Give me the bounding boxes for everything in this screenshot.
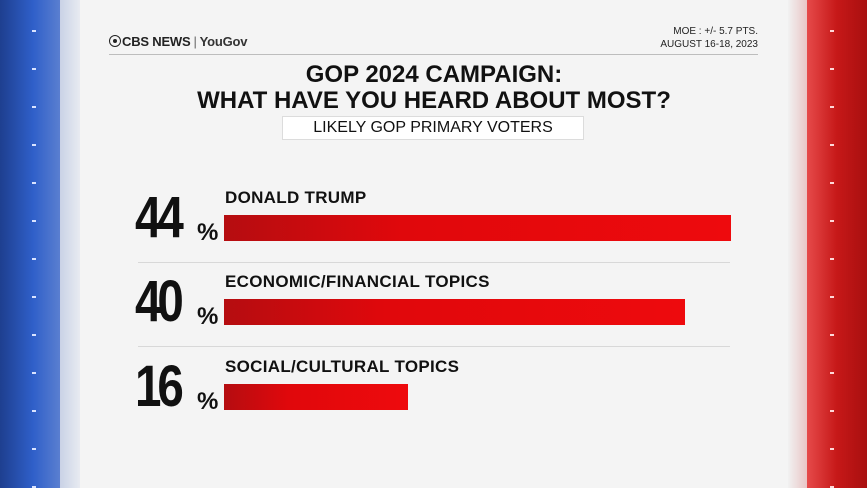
chart-panel: CBS NEWS | YouGov MOE : +/- 5.7 PTS. AUGUS… xyxy=(80,0,788,488)
chart-subtitle: LIKELY GOP PRIMARY VOTERS xyxy=(313,119,553,136)
value-label: 16% xyxy=(135,353,220,420)
brand-logo: CBS NEWS | YouGov xyxy=(109,34,248,49)
category-label: DONALD TRUMP xyxy=(225,188,367,207)
value-number: 44 xyxy=(135,185,184,250)
value-label: 44% xyxy=(135,184,220,251)
left-blue-band xyxy=(0,0,60,488)
percent-sign: % xyxy=(197,388,219,415)
row-divider xyxy=(138,262,730,263)
subtitle-box: LIKELY GOP PRIMARY VOTERS xyxy=(283,117,583,139)
cbs-eye-icon xyxy=(109,35,121,47)
bar xyxy=(224,299,685,325)
brand-separator: | xyxy=(193,34,197,49)
moe-block: MOE : +/- 5.7 PTS. AUGUST 16-18, 2023 xyxy=(660,25,758,51)
right-tick-marks xyxy=(830,0,834,488)
row-divider xyxy=(138,346,730,347)
bar xyxy=(224,215,731,241)
value-number: 16 xyxy=(135,354,184,419)
percent-sign: % xyxy=(197,303,219,330)
category-label: SOCIAL/CULTURAL TOPICS xyxy=(225,357,460,376)
survey-dates: AUGUST 16-18, 2023 xyxy=(660,39,758,50)
left-edge-shade xyxy=(60,0,80,488)
chart-title-line-2: WHAT HAVE YOU HEARD ABOUT MOST? xyxy=(197,87,671,114)
bar xyxy=(224,384,408,410)
right-red-band xyxy=(807,0,867,488)
brand-partner: YouGov xyxy=(199,34,248,49)
brand-network: CBS NEWS xyxy=(122,34,191,49)
chart-title: GOP 2024 CAMPAIGN: WHAT HAVE YOU HEARD A… xyxy=(80,62,788,114)
header-divider xyxy=(109,54,758,55)
category-label: ECONOMIC/FINANCIAL TOPICS xyxy=(225,272,490,291)
value-number: 40 xyxy=(135,269,184,334)
right-edge-shade xyxy=(788,0,808,488)
chart-title-line-1: GOP 2024 CAMPAIGN: xyxy=(305,61,563,88)
moe-text: MOE : +/- 5.7 PTS. xyxy=(673,26,758,37)
percent-sign: % xyxy=(197,219,219,246)
value-label: 40% xyxy=(135,268,220,335)
left-tick-marks xyxy=(32,0,36,488)
